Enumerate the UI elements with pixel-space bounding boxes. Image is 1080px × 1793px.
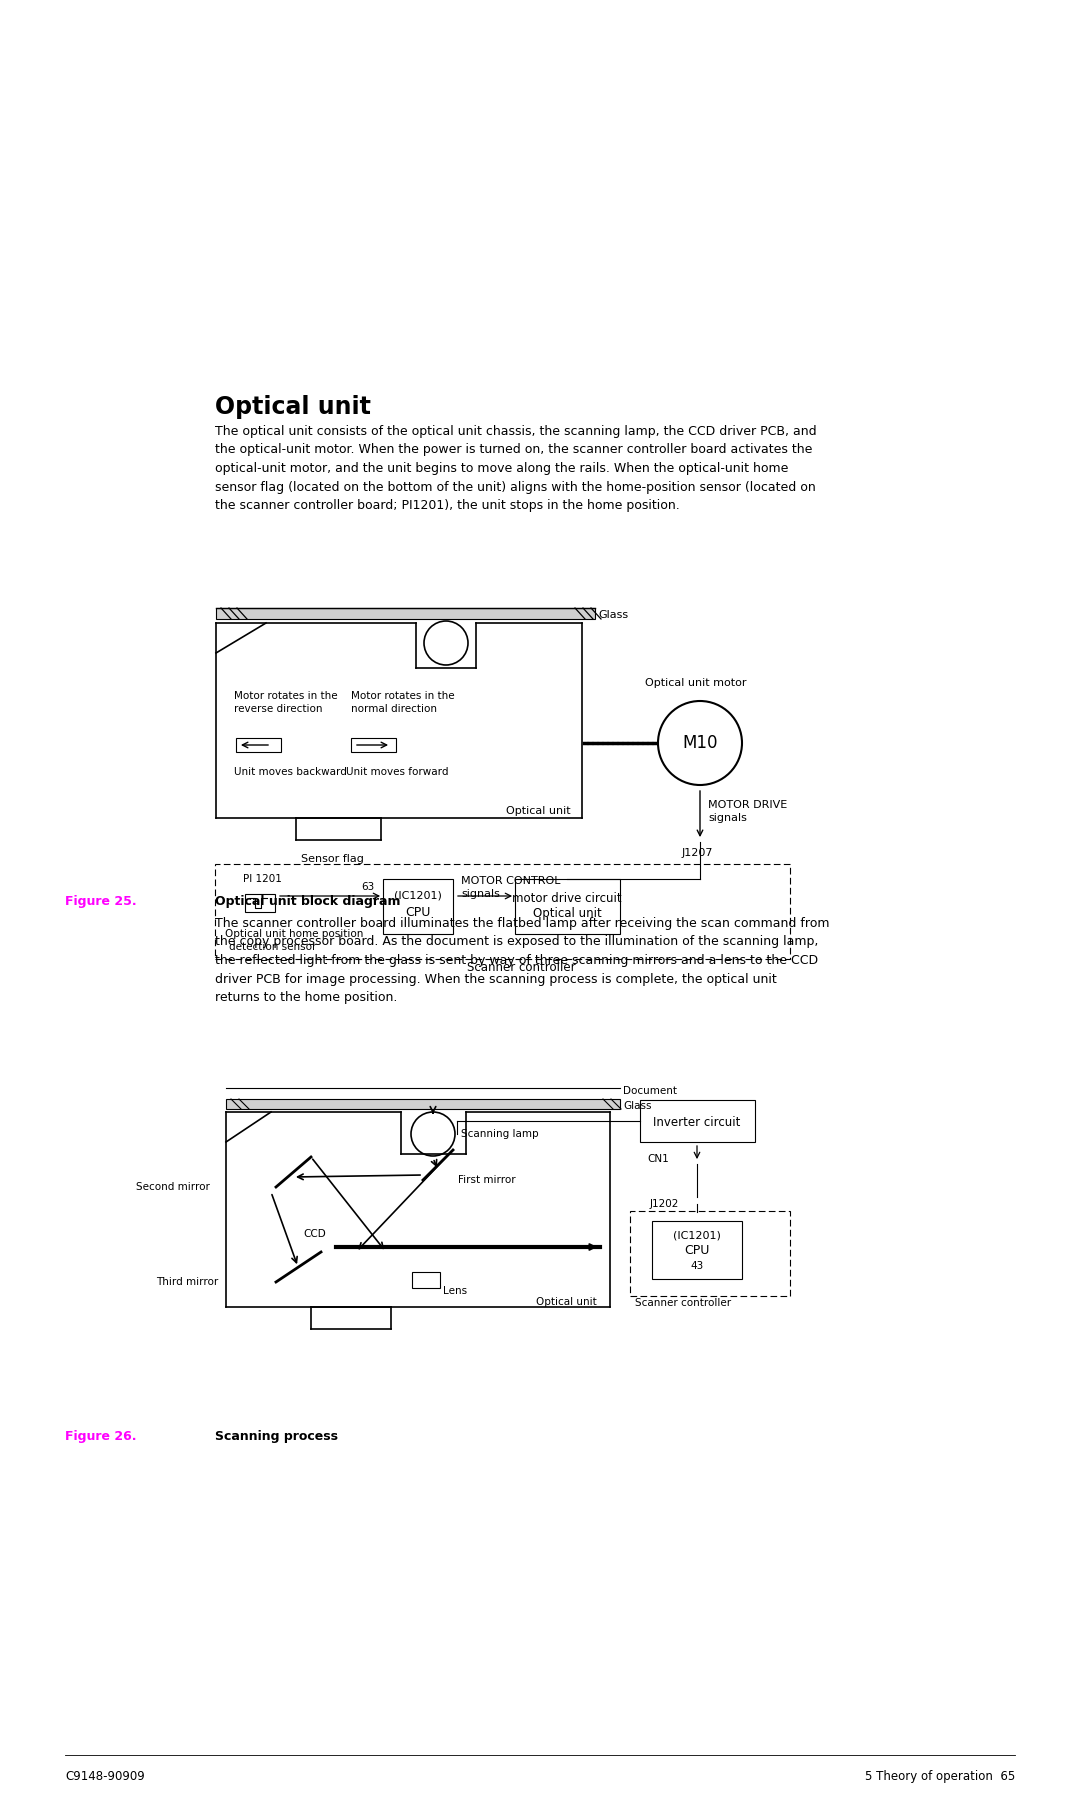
Bar: [351, 739, 396, 751]
Text: C9148-90909: C9148-90909: [65, 1770, 145, 1782]
Text: Glass: Glass: [598, 610, 629, 620]
Text: Document: Document: [623, 1087, 677, 1096]
Text: MOTOR CONTROL: MOTOR CONTROL: [461, 877, 561, 886]
Text: Second mirror: Second mirror: [136, 1182, 210, 1192]
Text: (IC1201): (IC1201): [673, 1232, 721, 1241]
Text: Scanner controller: Scanner controller: [467, 961, 576, 974]
Text: Optical unit block diagram: Optical unit block diagram: [215, 895, 401, 907]
Text: CN1: CN1: [647, 1155, 669, 1164]
Text: Sensor flag: Sensor flag: [301, 853, 364, 864]
Bar: [237, 739, 281, 751]
Text: M10: M10: [683, 733, 718, 751]
Text: Optical unit: Optical unit: [507, 807, 570, 816]
Text: signals: signals: [708, 812, 747, 823]
Bar: [652, 1221, 742, 1278]
Text: Motor rotates in the: Motor rotates in the: [234, 690, 338, 701]
Text: CPU: CPU: [405, 905, 431, 918]
Text: First mirror: First mirror: [458, 1174, 515, 1185]
Text: Figure 25.: Figure 25.: [65, 895, 137, 907]
Text: The scanner controller board illuminates the flatbed lamp after receiving the sc: The scanner controller board illuminates…: [215, 916, 829, 1004]
Text: CCD: CCD: [303, 1228, 326, 1239]
Text: Unit moves forward: Unit moves forward: [346, 767, 448, 776]
Text: signals: signals: [461, 889, 500, 898]
Bar: [515, 879, 620, 934]
Text: Optical unit: Optical unit: [536, 1296, 597, 1307]
Bar: [245, 895, 275, 913]
Text: Figure 26.: Figure 26.: [65, 1431, 136, 1443]
Text: Scanning process: Scanning process: [215, 1431, 338, 1443]
Bar: [215, 864, 789, 959]
Text: Optical unit: Optical unit: [215, 394, 370, 420]
Text: Scanner controller: Scanner controller: [635, 1298, 731, 1309]
Bar: [216, 608, 595, 619]
Text: Lens: Lens: [443, 1286, 468, 1296]
Bar: [630, 1210, 789, 1296]
Text: Third mirror: Third mirror: [156, 1277, 218, 1287]
Text: 43: 43: [690, 1260, 704, 1271]
Text: normal direction: normal direction: [351, 705, 437, 714]
Bar: [411, 1271, 440, 1287]
Text: Scanning lamp: Scanning lamp: [461, 1130, 539, 1139]
Text: MOTOR DRIVE: MOTOR DRIVE: [708, 800, 787, 810]
Text: 5 Theory of operation  65: 5 Theory of operation 65: [865, 1770, 1015, 1782]
Text: Optical unit home position: Optical unit home position: [225, 929, 363, 940]
Text: motor drive circuit: motor drive circuit: [512, 891, 622, 904]
Bar: [383, 879, 453, 934]
Text: detection sensor: detection sensor: [229, 941, 316, 952]
Text: Unit moves backward: Unit moves backward: [234, 767, 347, 776]
Text: 63: 63: [361, 882, 375, 891]
Text: Optical unit: Optical unit: [532, 907, 602, 920]
Text: PI 1201: PI 1201: [243, 873, 282, 884]
Text: (IC1201): (IC1201): [394, 891, 442, 902]
Text: J1207: J1207: [681, 848, 714, 859]
Text: J1202: J1202: [650, 1200, 679, 1208]
Text: Optical unit motor: Optical unit motor: [645, 678, 746, 689]
Bar: [640, 1099, 755, 1142]
Text: Glass: Glass: [623, 1101, 651, 1112]
Text: CPU: CPU: [685, 1244, 710, 1257]
Bar: [226, 1099, 620, 1110]
Text: Inverter circuit: Inverter circuit: [653, 1117, 741, 1130]
Text: Motor rotates in the: Motor rotates in the: [351, 690, 455, 701]
Text: reverse direction: reverse direction: [234, 705, 323, 714]
Text: The optical unit consists of the optical unit chassis, the scanning lamp, the CC: The optical unit consists of the optical…: [215, 425, 816, 513]
